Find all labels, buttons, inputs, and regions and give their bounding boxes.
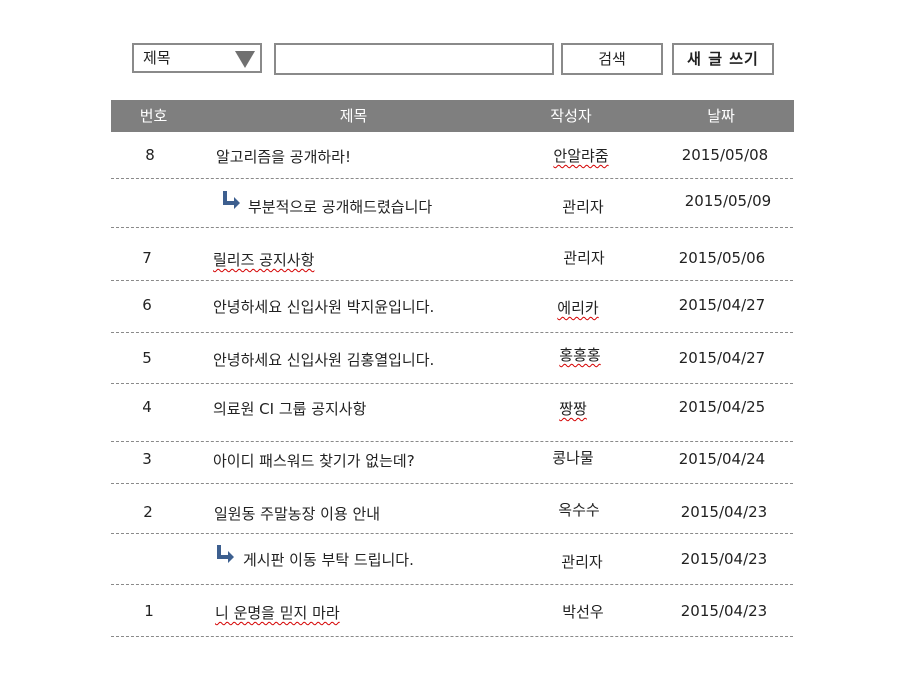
- post-number: 8: [145, 146, 155, 164]
- post-author: 짱짱: [559, 400, 587, 418]
- column-header-date: 날짜: [707, 107, 735, 125]
- table-row[interactable]: 8 알고리즘을 공개하라! 안알랴줌 2015/05/08: [111, 133, 793, 179]
- column-header-title: 제목: [339, 107, 368, 125]
- post-number: 3: [142, 450, 152, 468]
- post-date: 2015/04/23: [680, 503, 768, 521]
- post-date: 2015/05/08: [681, 146, 769, 164]
- post-date: 2015/05/06: [678, 249, 766, 267]
- post-title-link[interactable]: 일원동 주말농장 이용 안내: [214, 505, 381, 523]
- post-author: 홍홍홍: [559, 346, 601, 364]
- post-date: 2015/04/27: [678, 349, 766, 367]
- column-header-author: 작성자: [550, 107, 592, 125]
- table-row[interactable]: 5 안녕하세요 신입사원 김홍열입니다. 홍홍홍 2015/04/27: [111, 333, 793, 384]
- table-row[interactable]: 6 안녕하세요 신입사원 박지윤입니다. 에리카 2015/04/27: [111, 281, 793, 333]
- post-number: 7: [142, 249, 152, 267]
- post-author: 옥수수: [558, 501, 600, 519]
- table-row[interactable]: 7 릴리즈 공지사항 관리자 2015/05/06: [111, 228, 793, 281]
- table-header: 번호 제목 작성자 날짜: [111, 100, 794, 132]
- chevron-down-icon: [235, 51, 255, 68]
- table-row-reply[interactable]: 부분적으로 공개해드렸습니다 관리자 2015/05/09: [111, 179, 793, 228]
- post-author: 콩나물: [552, 449, 594, 467]
- table-row[interactable]: 3 아이디 패스워드 찾기가 없는데? 콩나물 2015/04/24: [111, 442, 793, 484]
- post-author: 박선우: [562, 603, 604, 621]
- search-button[interactable]: 검색: [561, 43, 663, 75]
- post-date: 2015/04/25: [678, 398, 766, 416]
- post-number: 1: [144, 602, 154, 620]
- post-author: 관리자: [563, 249, 605, 267]
- search-field-select[interactable]: 제목: [132, 43, 262, 73]
- search-input[interactable]: [274, 43, 554, 75]
- post-author: 관리자: [561, 553, 603, 571]
- table-row-reply[interactable]: 게시판 이동 부탁 드립니다. 관리자 2015/04/23: [111, 534, 793, 585]
- search-field-selected-label: 제목: [143, 49, 171, 67]
- table-row[interactable]: 2 일원동 주말농장 이용 안내 옥수수 2015/04/23: [111, 484, 793, 534]
- table-row[interactable]: 1 니 운명을 믿지 마라 박선우 2015/04/23: [111, 585, 793, 637]
- post-date: 2015/04/24: [678, 450, 766, 468]
- table-row[interactable]: 4 의료원 CI 그룹 공지사항 짱짱 2015/04/25: [111, 384, 793, 442]
- post-title-link[interactable]: 알고리즘을 공개하라!: [216, 148, 351, 166]
- post-number: 4: [142, 398, 152, 416]
- post-number: 2: [143, 503, 153, 521]
- post-title-link[interactable]: 의료원 CI 그룹 공지사항: [213, 400, 367, 418]
- post-title-link[interactable]: 안녕하세요 신입사원 박지윤입니다.: [213, 298, 435, 316]
- post-author: 에리카: [557, 299, 599, 317]
- new-post-button[interactable]: 새 글 쓰기: [672, 43, 774, 75]
- post-number: 5: [142, 349, 152, 367]
- post-title-link[interactable]: 게시판 이동 부탁 드립니다.: [243, 551, 414, 569]
- reply-arrow-icon: [215, 544, 235, 564]
- post-title-link[interactable]: 릴리즈 공지사항: [213, 251, 315, 269]
- post-author: 안알랴줌: [553, 147, 609, 165]
- post-number: 6: [142, 296, 152, 314]
- post-date: 2015/04/27: [678, 296, 766, 314]
- post-title-link[interactable]: 아이디 패스워드 찾기가 없는데?: [213, 452, 415, 470]
- reply-arrow-icon: [221, 190, 241, 210]
- post-author: 관리자: [562, 198, 604, 216]
- post-date: 2015/04/23: [680, 602, 768, 620]
- post-title-link[interactable]: 안녕하세요 신입사원 김홍열입니다.: [213, 351, 435, 369]
- post-title-link[interactable]: 부분적으로 공개해드렸습니다: [248, 198, 433, 216]
- post-title-link[interactable]: 니 운명을 믿지 마라: [215, 604, 340, 622]
- post-date: 2015/05/09: [684, 192, 772, 210]
- post-date: 2015/04/23: [680, 550, 768, 568]
- column-header-no: 번호: [139, 107, 168, 125]
